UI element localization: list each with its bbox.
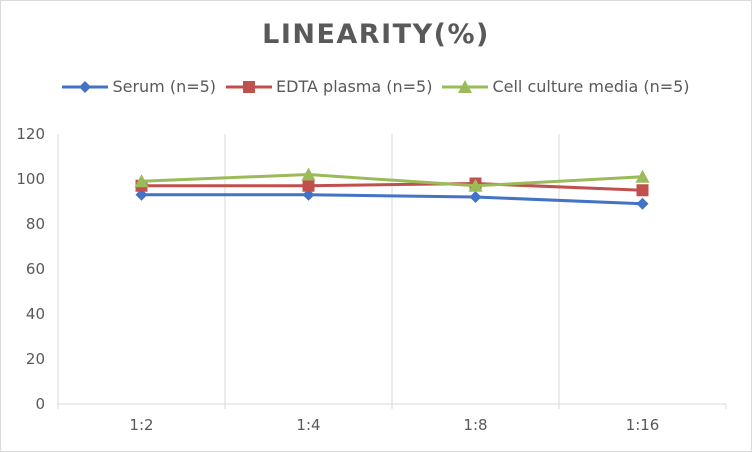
legend-item-edta-plasma: EDTA plasma (n=5)	[226, 77, 432, 96]
legend-label-cell-culture-media: Cell culture media (n=5)	[492, 77, 690, 96]
legend-swatch-cell-culture-media	[442, 79, 489, 93]
legend-label-edta-plasma: EDTA plasma (n=5)	[276, 77, 433, 96]
y-tick-label: 0	[35, 395, 45, 413]
legend-swatch-edta-plasma	[226, 80, 273, 93]
y-tick-label: 20	[26, 350, 45, 368]
data-point-edta-plasma	[636, 184, 649, 197]
x-tick-label: 1:2	[129, 416, 153, 434]
data-point-cell-culture-media	[134, 174, 149, 188]
chart-legend: Serum (n=5) EDTA plasma (n=5) Cell cultu…	[1, 77, 751, 96]
series-line-cell-culture-media	[141, 173, 643, 188]
chart-title: LINEARITY(%)	[262, 19, 490, 50]
y-tick-label: 60	[26, 260, 45, 278]
legend-item-serum: Serum (n=5)	[62, 77, 216, 96]
y-tick-label: 80	[26, 215, 45, 233]
x-tick-label: 1:16	[626, 416, 660, 434]
data-point-edta-plasma	[302, 179, 315, 192]
series-line-edta-plasma	[141, 182, 643, 192]
data-point-cell-culture-media	[635, 169, 650, 183]
x-tick-label: 1:8	[463, 416, 487, 434]
data-point-cell-culture-media	[468, 178, 483, 192]
data-point-serum	[469, 191, 482, 203]
y-tick-label: 120	[16, 125, 45, 143]
legend-label-serum: Serum (n=5)	[112, 77, 217, 96]
legend-swatch-serum	[62, 80, 109, 93]
data-point-cell-culture-media	[301, 167, 316, 181]
data-point-serum	[636, 197, 649, 210]
x-tick-label: 1:4	[296, 416, 320, 434]
series-line-serum	[141, 193, 643, 206]
y-tick-label: 100	[16, 170, 45, 188]
y-tick-label: 40	[26, 305, 45, 323]
legend-item-cell-culture-media: Cell culture media (n=5)	[442, 77, 690, 96]
